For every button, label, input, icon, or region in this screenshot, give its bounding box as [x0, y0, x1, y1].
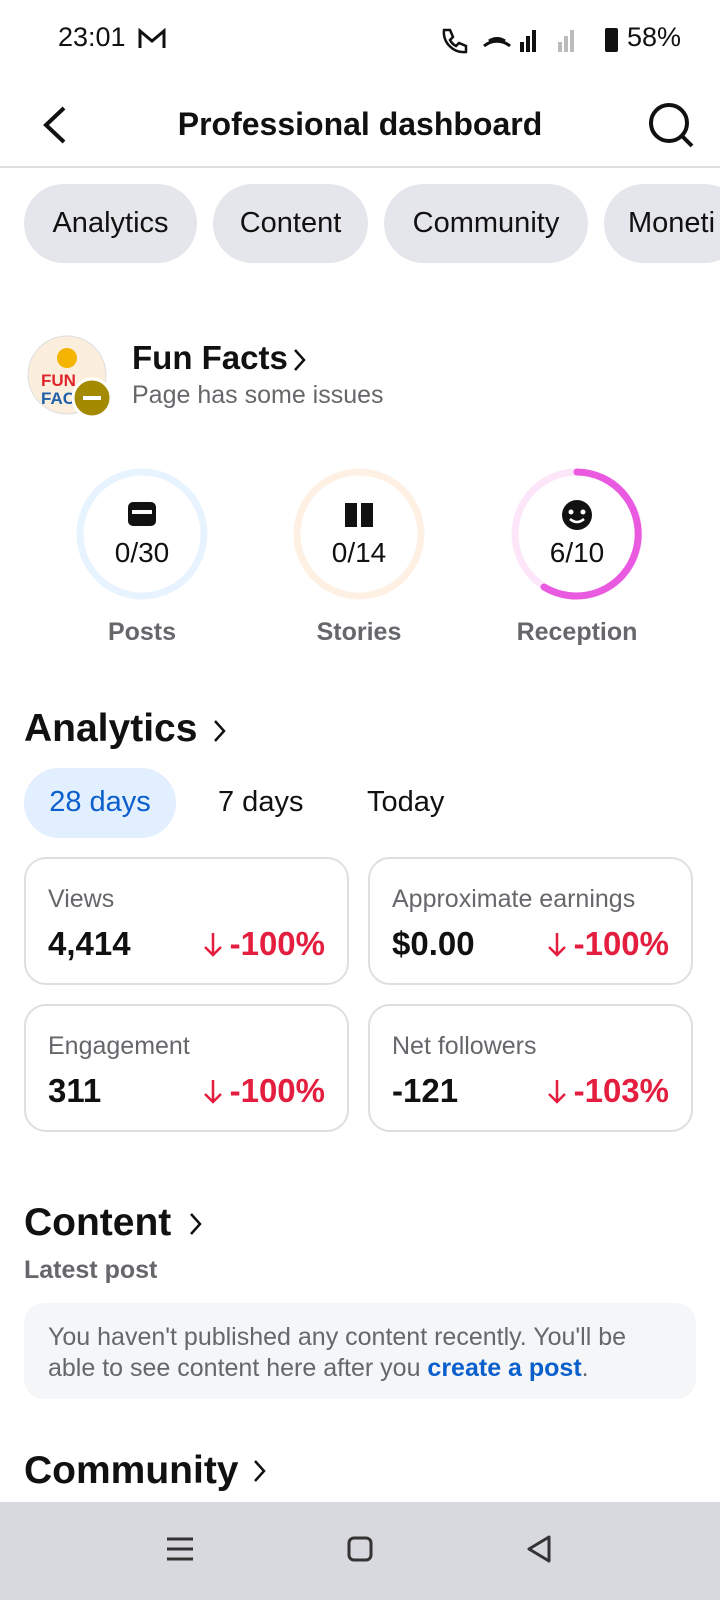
metric-label: Net followers	[392, 1032, 537, 1060]
metric-change-text: -100%	[573, 925, 669, 962]
tab[interactable]: Moneti	[604, 184, 720, 263]
posts-ring	[76, 468, 208, 600]
section-title[interactable]: Content	[24, 1201, 172, 1244]
gmail-icon	[138, 27, 166, 48]
tab[interactable]: Community	[384, 184, 588, 263]
metric-card[interactable]: Approximate earnings $0.00 -100%	[368, 857, 693, 985]
section-title[interactable]: Community	[24, 1449, 239, 1492]
home-button[interactable]	[347, 1536, 373, 1562]
goal-label: Reception	[516, 618, 638, 646]
tab[interactable]: Analytics	[24, 184, 197, 263]
create-post-link[interactable]: create a post	[427, 1354, 582, 1382]
divider	[0, 166, 720, 168]
metric-label: Engagement	[48, 1032, 190, 1060]
page-status: Page has some issues	[132, 381, 384, 409]
metric-change-text: -100%	[229, 925, 325, 962]
metric-label: Views	[48, 885, 115, 913]
metric-value: -121	[392, 1072, 459, 1109]
metric-value: 4,414	[48, 925, 131, 962]
section-title[interactable]: Analytics	[24, 707, 198, 750]
header-title: Professional dashboard	[177, 106, 543, 142]
range-option[interactable]: 28 days	[49, 786, 151, 818]
range-option[interactable]: Today	[367, 786, 445, 818]
metric-card[interactable]: Net followers -121 -103%	[368, 1004, 693, 1132]
page-name[interactable]: Fun Facts	[132, 339, 288, 376]
reception-ring	[511, 468, 643, 600]
down-arrow	[203, 1080, 222, 1104]
chevron	[190, 1213, 202, 1235]
menu-button[interactable]	[165, 1536, 195, 1562]
status-time: 23:01	[58, 22, 126, 52]
message-text: You haven't published any content recent…	[48, 1323, 627, 1382]
metric-card[interactable]: Views 4,414 -100%	[24, 857, 349, 985]
chevron	[214, 720, 226, 742]
metric-change: -100%	[202, 925, 325, 963]
page-avatar: FUN FAC	[27, 335, 113, 419]
goal-value: 6/10	[549, 537, 605, 568]
range-option[interactable]: 7 days	[218, 786, 304, 818]
nav-bar	[0, 1502, 720, 1600]
battery-level: 58%	[627, 22, 682, 52]
metric-change: -100%	[202, 1072, 325, 1110]
down-arrow	[547, 933, 566, 957]
back-button[interactable]	[40, 104, 70, 146]
message-text: .	[581, 1354, 589, 1382]
goal-value: 0/30	[114, 537, 170, 568]
chevron	[294, 349, 306, 371]
status-icons	[442, 28, 618, 54]
chevron	[254, 1460, 266, 1482]
section-subtitle: Latest post	[24, 1256, 158, 1284]
tab[interactable]: Content	[213, 184, 368, 263]
goal-value: 0/14	[331, 537, 387, 568]
svg-text:FAC: FAC	[41, 389, 75, 408]
svg-text:FUN: FUN	[41, 371, 76, 390]
metric-value: 311	[48, 1072, 102, 1109]
metric-change: -100%	[546, 925, 669, 963]
goal-label: Posts	[107, 618, 177, 646]
goal-label: Stories	[316, 618, 402, 646]
content-message: You haven't published any content recent…	[24, 1303, 696, 1399]
down-arrow	[547, 1080, 566, 1104]
stories-ring	[293, 468, 425, 600]
back-nav-button[interactable]	[525, 1534, 553, 1564]
metric-change: -103%	[546, 1072, 669, 1110]
metric-card[interactable]: Engagement 311 -100%	[24, 1004, 349, 1132]
metric-value: $0.00	[392, 925, 475, 962]
range-selected-bg	[24, 768, 176, 838]
metric-label: Approximate earnings	[392, 885, 636, 913]
metric-change-text: -100%	[229, 1072, 325, 1109]
search-button[interactable]	[648, 102, 696, 150]
down-arrow	[203, 933, 222, 957]
metric-change-text: -103%	[573, 1072, 669, 1109]
